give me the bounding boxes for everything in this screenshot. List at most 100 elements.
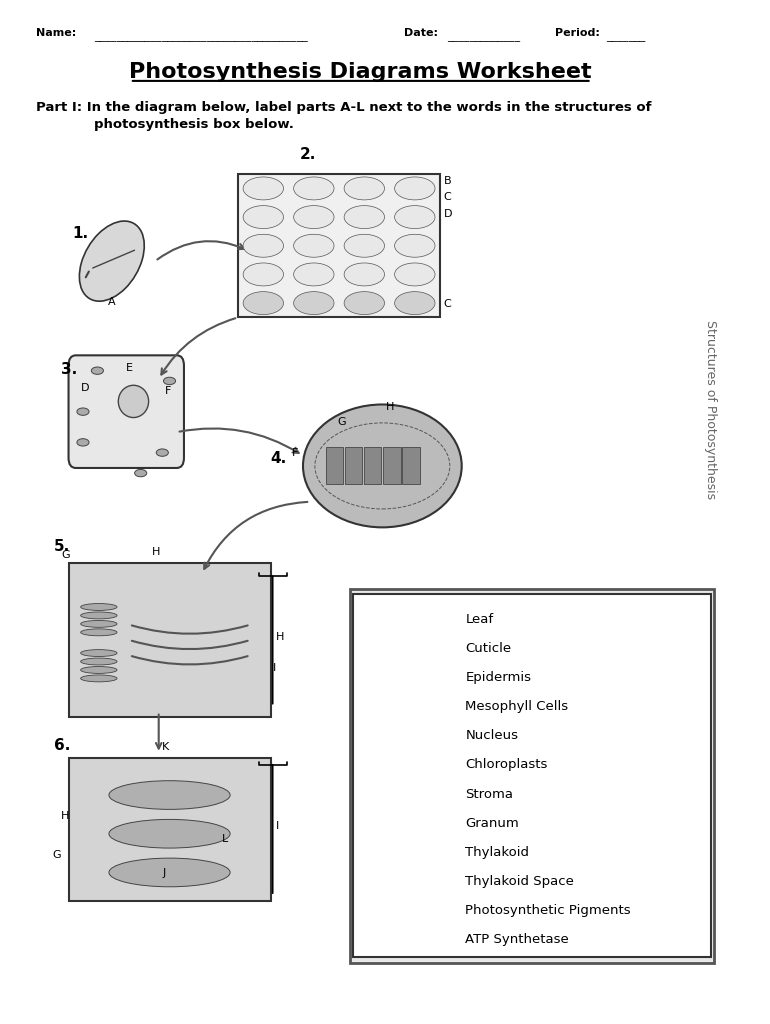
Ellipse shape	[243, 177, 283, 200]
Ellipse shape	[92, 367, 103, 375]
Ellipse shape	[81, 629, 117, 636]
Text: ATP Synthetase: ATP Synthetase	[465, 933, 569, 946]
Ellipse shape	[243, 292, 283, 314]
Bar	[238, 174, 440, 317]
Text: Thylakoid: Thylakoid	[465, 846, 529, 859]
Text: L: L	[223, 834, 229, 844]
Ellipse shape	[81, 658, 117, 665]
Text: J: J	[162, 867, 166, 878]
Text: H: H	[386, 401, 394, 412]
Text: F: F	[165, 386, 171, 396]
Ellipse shape	[293, 292, 334, 314]
Ellipse shape	[303, 404, 462, 527]
Ellipse shape	[81, 649, 117, 656]
Text: E: E	[126, 362, 133, 373]
Text: Thylakoid Space: Thylakoid Space	[465, 874, 574, 888]
Text: C: C	[444, 299, 451, 309]
Text: G: G	[62, 550, 70, 560]
Text: 6.: 6.	[54, 737, 71, 753]
Text: Name:: Name:	[36, 28, 76, 38]
Ellipse shape	[394, 292, 435, 314]
Text: Chloroplasts: Chloroplasts	[465, 759, 547, 771]
Ellipse shape	[163, 377, 176, 385]
Text: G: G	[337, 417, 346, 427]
Bar	[364, 447, 381, 484]
Text: Photosynthesis Diagrams Worksheet: Photosynthesis Diagrams Worksheet	[129, 61, 592, 82]
Text: 3.: 3.	[62, 361, 78, 377]
Text: photosynthesis box below.: photosynthesis box below.	[94, 119, 293, 131]
Ellipse shape	[119, 385, 149, 418]
Ellipse shape	[77, 438, 89, 446]
Bar	[402, 447, 420, 484]
Bar	[326, 447, 343, 484]
FancyBboxPatch shape	[350, 589, 715, 963]
Ellipse shape	[109, 780, 230, 809]
Ellipse shape	[344, 292, 384, 314]
Text: D: D	[81, 383, 89, 393]
Text: H: H	[62, 811, 70, 821]
Ellipse shape	[81, 603, 117, 610]
Text: Leaf: Leaf	[465, 613, 494, 626]
Ellipse shape	[344, 234, 384, 257]
Text: Period:: Period:	[555, 28, 601, 38]
Text: H: H	[276, 632, 285, 642]
Ellipse shape	[81, 621, 117, 628]
FancyBboxPatch shape	[69, 355, 184, 468]
Text: D: D	[444, 209, 452, 219]
Ellipse shape	[81, 667, 117, 674]
Text: K: K	[162, 741, 169, 752]
Text: H: H	[152, 547, 160, 557]
Text: Stroma: Stroma	[465, 787, 514, 801]
Bar	[383, 447, 400, 484]
Text: _____________: _____________	[447, 32, 521, 42]
Text: C: C	[444, 191, 451, 202]
Ellipse shape	[109, 819, 230, 848]
Text: Part I: In the diagram below, label parts A-L next to the words in the structure: Part I: In the diagram below, label part…	[36, 101, 651, 114]
Text: F: F	[292, 447, 299, 458]
Text: G: G	[52, 850, 61, 860]
FancyBboxPatch shape	[353, 594, 711, 957]
Ellipse shape	[293, 234, 334, 257]
Text: A: A	[108, 297, 116, 307]
Text: I: I	[273, 663, 276, 673]
Ellipse shape	[243, 234, 283, 257]
Text: Cuticle: Cuticle	[465, 642, 511, 655]
Text: I: I	[276, 821, 280, 831]
Ellipse shape	[293, 263, 334, 286]
Text: 5.: 5.	[54, 539, 70, 554]
Text: Nucleus: Nucleus	[465, 729, 518, 742]
Ellipse shape	[109, 858, 230, 887]
Ellipse shape	[394, 263, 435, 286]
Ellipse shape	[394, 177, 435, 200]
Text: Structures of Photosynthesis: Structures of Photosynthesis	[704, 321, 717, 499]
Ellipse shape	[344, 263, 384, 286]
Text: B: B	[444, 176, 451, 186]
Text: _______: _______	[606, 32, 645, 42]
Bar	[69, 563, 270, 717]
Ellipse shape	[293, 177, 334, 200]
Ellipse shape	[293, 206, 334, 228]
Text: Date:: Date:	[404, 28, 438, 38]
Text: ______________________________________: ______________________________________	[94, 32, 307, 42]
Text: Photosynthetic Pigments: Photosynthetic Pigments	[465, 904, 631, 916]
Text: Mesophyll Cells: Mesophyll Cells	[465, 700, 568, 714]
Ellipse shape	[243, 263, 283, 286]
Bar	[69, 758, 270, 901]
Ellipse shape	[77, 408, 89, 416]
Ellipse shape	[135, 469, 147, 477]
Text: 2.: 2.	[300, 146, 316, 162]
Text: Granum: Granum	[465, 816, 519, 829]
Ellipse shape	[344, 177, 384, 200]
Text: 1.: 1.	[72, 225, 89, 241]
Ellipse shape	[394, 206, 435, 228]
Ellipse shape	[344, 206, 384, 228]
Ellipse shape	[243, 206, 283, 228]
Text: 4.: 4.	[270, 451, 286, 466]
Ellipse shape	[156, 449, 169, 457]
Ellipse shape	[81, 612, 117, 618]
Text: Epidermis: Epidermis	[465, 671, 531, 684]
Ellipse shape	[79, 221, 144, 301]
Ellipse shape	[394, 234, 435, 257]
Ellipse shape	[81, 675, 117, 682]
Bar	[345, 447, 363, 484]
